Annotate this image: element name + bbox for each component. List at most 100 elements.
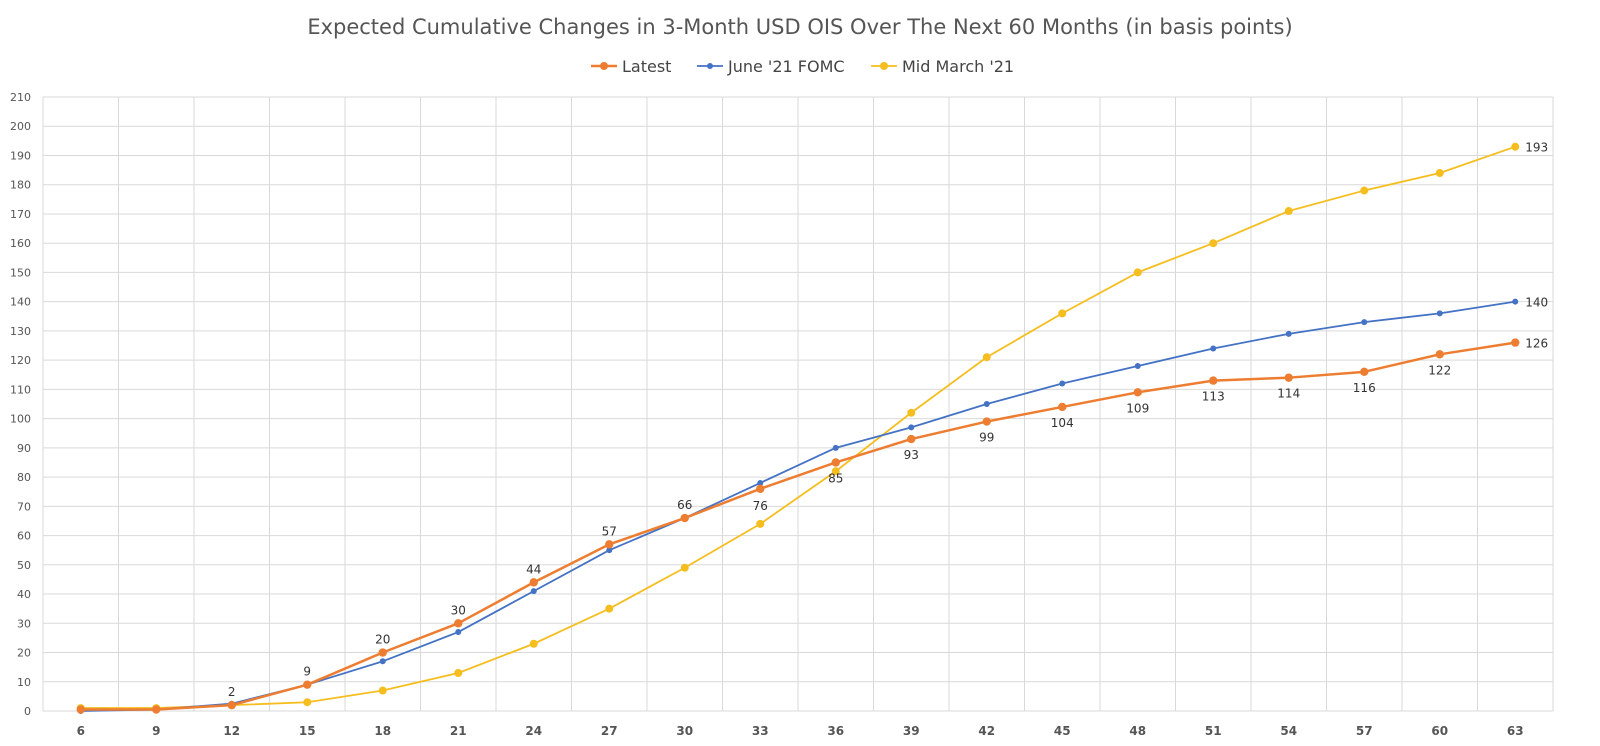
data-point-mid-march: [1058, 309, 1067, 318]
y-tick-label: 110: [10, 383, 31, 396]
data-point-june-fomc: [832, 444, 839, 451]
data-point-june-fomc: [1134, 362, 1141, 369]
data-point-june-fomc: [1059, 380, 1066, 387]
y-tick-label: 190: [10, 149, 31, 162]
data-point-june-fomc: [1285, 330, 1292, 337]
series-line-mid-march: [80, 145, 1516, 709]
data-point-mid-march: [831, 467, 840, 476]
x-tick-label: 18: [374, 724, 391, 738]
chart-data-labels: 2 9 20 30 44 57 66 76 85 93 99 104 109 113 114 116 122 12…: [228, 141, 1548, 699]
data-point-june-fomc: [983, 401, 990, 407]
data-label-latest: 2: [228, 685, 236, 699]
data-point-mid-march: [756, 519, 765, 528]
y-tick-label: 0: [24, 705, 31, 718]
x-tick-label: 15: [299, 724, 316, 738]
x-tick-label: 45: [1054, 724, 1071, 738]
x-tick-label: 33: [752, 724, 769, 738]
y-tick-label: 20: [17, 647, 31, 660]
data-point-mid-march: [1511, 142, 1520, 151]
data-point-latest: [303, 680, 312, 689]
data-label-latest: 30: [451, 603, 466, 617]
data-point-mid-march: [680, 563, 689, 572]
series-line-june-fomc: [80, 300, 1516, 712]
y-tick-label: 40: [17, 588, 31, 601]
x-tick-label: 54: [1280, 724, 1297, 738]
legend-item-latest: Latest: [591, 57, 671, 76]
chart-gridlines: [42, 96, 1554, 712]
y-tick-label: 70: [17, 500, 31, 513]
data-point-latest: [756, 484, 765, 493]
x-tick-label: 24: [525, 724, 542, 738]
data-label-latest: 114: [1277, 387, 1300, 401]
legend-marker-mid-march: [880, 62, 888, 70]
data-point-latest: [907, 434, 916, 444]
chart-legend: Latest June '21 FOMC Mid March '21: [591, 57, 1014, 76]
data-point-june-fomc: [1436, 310, 1443, 317]
data-point-latest: [152, 705, 161, 714]
data-point-june-fomc: [1512, 298, 1519, 305]
data-point-latest: [605, 540, 614, 549]
data-point-mid-march: [454, 668, 463, 677]
data-point-latest: [454, 619, 463, 628]
data-point-latest: [831, 458, 840, 467]
x-tick-label: 39: [903, 724, 920, 738]
y-tick-label: 170: [10, 208, 31, 221]
data-label-june-fomc: 140: [1525, 296, 1548, 310]
data-label-latest: 104: [1051, 416, 1074, 430]
y-tick-label: 180: [10, 179, 31, 192]
data-point-latest: [680, 513, 689, 523]
y-tick-label: 10: [17, 676, 31, 689]
legend-label-mid-march: Mid March '21: [902, 57, 1014, 76]
data-point-latest: [982, 417, 991, 426]
data-point-latest: [378, 648, 387, 657]
data-point-mid-march: [1133, 268, 1142, 277]
y-tick-label: 130: [10, 325, 31, 338]
data-point-latest: [1435, 350, 1444, 359]
data-label-latest: 126: [1525, 337, 1548, 351]
data-point-latest: [1133, 388, 1142, 397]
data-point-latest: [1209, 376, 1218, 385]
y-tick-label: 160: [10, 237, 31, 250]
data-point-june-fomc: [908, 424, 915, 431]
y-tick-label: 90: [17, 442, 31, 455]
x-tick-label: 48: [1129, 724, 1146, 738]
series-latest: [76, 338, 1520, 714]
legend-marker-latest: [600, 62, 608, 70]
x-tick-label: 6: [77, 724, 85, 738]
y-tick-label: 200: [10, 120, 31, 133]
data-point-mid-march: [1435, 169, 1444, 178]
y-tick-label: 100: [10, 413, 31, 426]
data-label-mid-march: 193: [1525, 141, 1548, 155]
y-tick-label: 30: [17, 617, 31, 630]
data-label-latest: 20: [375, 633, 390, 647]
data-point-mid-march: [907, 408, 916, 417]
legend-item-mid-march: Mid March '21: [871, 57, 1014, 76]
chart-title: Expected Cumulative Changes in 3-Month U…: [307, 15, 1292, 39]
y-tick-label: 140: [10, 296, 31, 309]
y-tick-label: 50: [17, 559, 31, 572]
y-tick-label: 120: [10, 354, 31, 367]
data-point-latest: [1360, 367, 1369, 377]
y-axis: 0 10 20 30 40 50 60 70 80 90 100 110 120 130 140 150 160…: [10, 91, 31, 718]
data-point-mid-march: [303, 698, 312, 707]
data-point-june-fomc: [1210, 345, 1217, 352]
data-point-latest: [76, 705, 85, 714]
x-tick-label: 27: [601, 724, 618, 738]
data-label-latest: 66: [677, 498, 692, 512]
data-point-mid-march: [378, 686, 387, 695]
legend-label-june-fomc: June '21 FOMC: [727, 57, 845, 76]
data-point-latest: [1058, 402, 1067, 412]
data-label-latest: 116: [1353, 381, 1376, 395]
x-tick-label: 12: [223, 724, 240, 738]
x-tick-label: 42: [978, 724, 995, 738]
x-tick-label: 9: [152, 724, 160, 738]
data-label-latest: 122: [1428, 363, 1451, 377]
data-point-latest: [1511, 338, 1520, 347]
data-point-latest: [227, 700, 236, 710]
legend-item-june-fomc: June '21 FOMC: [697, 57, 845, 76]
series-line-latest: [80, 341, 1516, 711]
y-tick-label: 150: [10, 266, 31, 279]
x-tick-label: 60: [1431, 724, 1448, 738]
data-point-june-fomc: [530, 588, 537, 595]
